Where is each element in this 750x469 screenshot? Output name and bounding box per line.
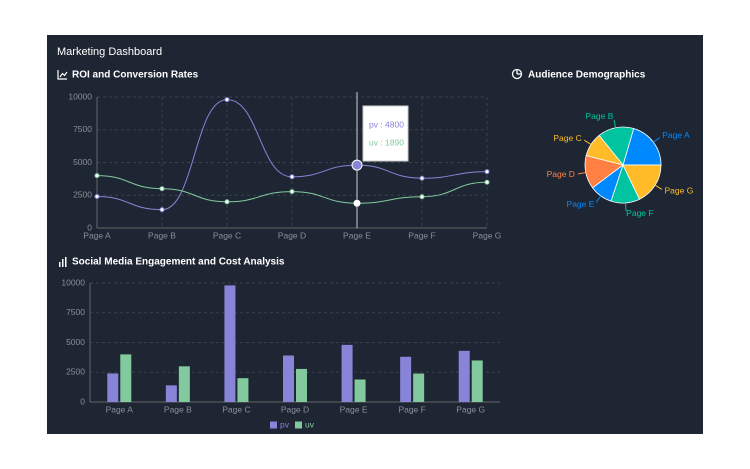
y-tick-label: 10000 — [61, 277, 85, 287]
line-point — [484, 169, 490, 175]
dashboard-title: Marketing Dashboard — [57, 46, 162, 58]
bar — [283, 355, 294, 402]
line-point — [159, 207, 165, 213]
pie-label: Page A — [662, 130, 690, 140]
x-tick-label: Page B — [148, 230, 176, 240]
x-tick-label: Page F — [408, 230, 435, 240]
x-tick-label: Page A — [106, 404, 134, 414]
line-point — [351, 159, 363, 171]
y-tick-label: 2500 — [73, 190, 92, 200]
pie-label: Page G — [664, 185, 693, 195]
pie-label: Page D — [547, 169, 575, 179]
tooltip-line: pv : 4800 — [369, 119, 404, 129]
bar — [165, 385, 177, 402]
bar — [120, 354, 132, 402]
line-point — [159, 186, 165, 192]
bar — [354, 379, 366, 402]
x-tick-label: Page D — [278, 230, 306, 240]
bar — [224, 285, 236, 402]
y-tick-label: 7500 — [66, 307, 85, 317]
y-tick-label: 7500 — [73, 124, 92, 134]
pie-icon — [511, 68, 523, 80]
line-point — [419, 175, 425, 181]
bar — [178, 366, 190, 402]
pie-label: Page F — [626, 208, 653, 218]
tooltip-box — [362, 105, 409, 162]
line-point — [289, 174, 295, 180]
x-tick-label: Page E — [340, 404, 368, 414]
bar — [458, 350, 470, 402]
legend-swatch — [270, 421, 277, 429]
line-point — [224, 97, 230, 103]
y-tick-label: 2500 — [66, 367, 85, 377]
y-tick-label: 5000 — [66, 337, 85, 347]
legend-label: uv — [305, 419, 315, 429]
x-tick-label: Page C — [213, 230, 241, 240]
label-line — [613, 119, 617, 128]
chart-title: ROI and Conversion Rates — [72, 70, 199, 81]
pie-slice — [622, 164, 662, 200]
label-line — [595, 195, 602, 203]
bar — [341, 344, 353, 402]
bar — [107, 373, 119, 402]
bar — [471, 360, 483, 402]
line-point — [484, 179, 490, 185]
x-tick-label: Page G — [473, 230, 502, 240]
chart-title: Social Media Engagement and Cost Analysi… — [72, 257, 285, 268]
label-line — [577, 171, 586, 175]
y-tick-label: 0 — [80, 396, 85, 406]
x-tick-label: Page G — [456, 404, 485, 414]
x-tick-label: Page A — [83, 230, 111, 240]
label-line — [624, 202, 627, 211]
line-point — [94, 173, 100, 179]
y-tick-label: 5000 — [73, 157, 92, 167]
x-tick-label: Page C — [222, 404, 250, 414]
line-point — [224, 199, 230, 205]
x-tick-label: Page F — [398, 404, 425, 414]
panel — [47, 35, 703, 434]
x-tick-label: Page B — [164, 404, 192, 414]
bar — [296, 368, 307, 402]
y-tick-label: 0 — [87, 222, 92, 232]
bar — [413, 373, 425, 402]
legend-label: pv — [280, 419, 290, 429]
pie-label: Page B — [586, 111, 614, 121]
x-tick-label: Page D — [281, 404, 309, 414]
line-point — [94, 194, 100, 200]
x-tick-label: Page E — [343, 230, 371, 240]
line-point — [353, 199, 361, 207]
bar-icon — [59, 257, 67, 267]
bar — [400, 356, 412, 402]
legend-swatch — [295, 421, 302, 429]
line-icon — [57, 70, 68, 80]
line-point — [419, 194, 425, 200]
y-tick-label: 10000 — [68, 91, 92, 101]
label-line — [653, 137, 661, 143]
pie-label: Page C — [553, 133, 581, 143]
tooltip-line: uv : 1890 — [369, 137, 404, 147]
chart-title: Audience Demographics — [528, 70, 646, 81]
line-point — [289, 189, 295, 195]
label-line — [654, 184, 663, 190]
pie-label: Page E — [567, 199, 595, 209]
bar — [237, 378, 249, 402]
label-line — [584, 139, 592, 145]
